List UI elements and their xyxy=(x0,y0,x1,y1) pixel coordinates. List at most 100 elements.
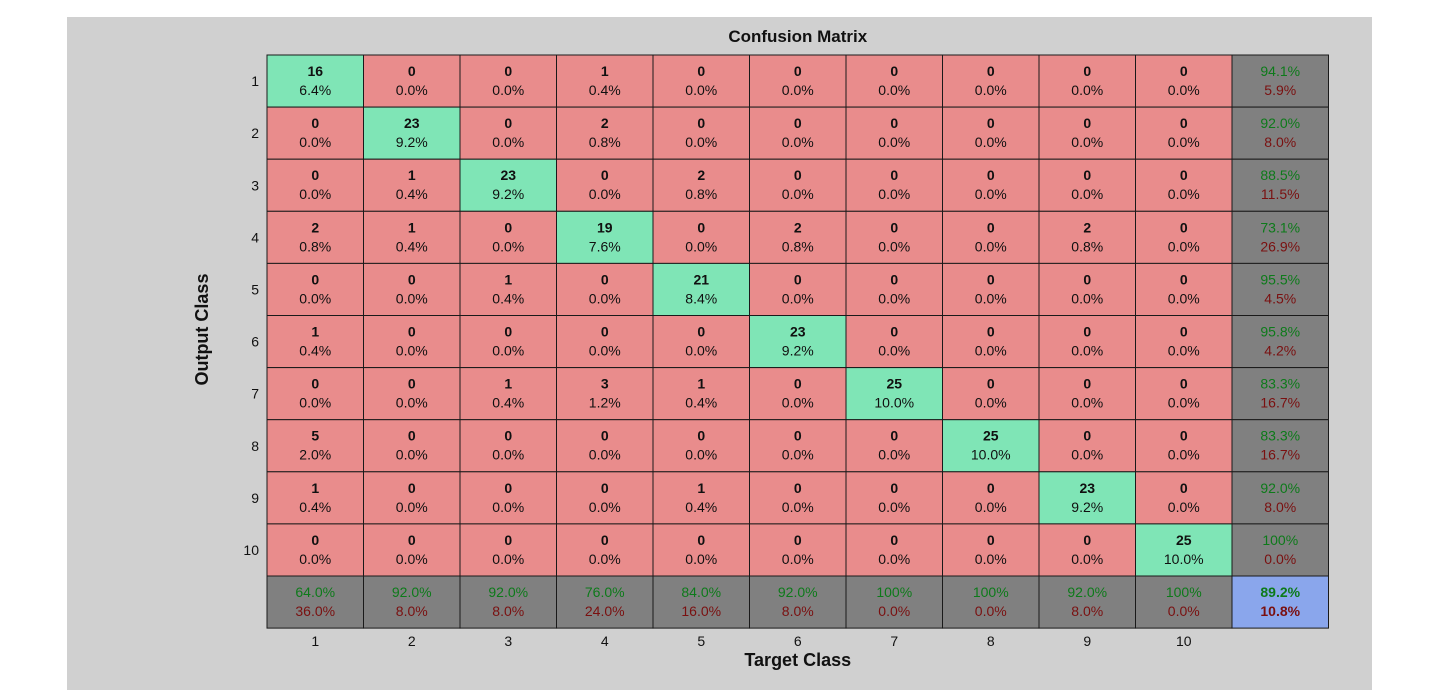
matrix-cell-bottom-value: 0.0% xyxy=(1071,343,1103,359)
matrix-cell-bottom-value: 0.0% xyxy=(685,134,717,150)
matrix-cell-top-value: 0 xyxy=(311,115,319,131)
col-summary-cell-top-value: 100% xyxy=(876,584,912,600)
matrix-cell-bottom-value: 0.0% xyxy=(975,499,1007,515)
matrix-cell-bottom-value: 0.0% xyxy=(299,134,331,150)
matrix-cell-bottom-value: 0.0% xyxy=(492,134,524,150)
matrix-cell xyxy=(1135,419,1233,473)
matrix-cell xyxy=(556,315,654,369)
matrix-cell-top-value: 3 xyxy=(601,376,609,392)
matrix-cell-bottom-value: 0.0% xyxy=(975,82,1007,98)
matrix-cell-top-value: 1 xyxy=(697,376,705,392)
matrix-cell-top-value: 23 xyxy=(1079,480,1095,496)
matrix-cell-bottom-value: 0.4% xyxy=(685,499,717,515)
matrix-cell-bottom-value: 0.0% xyxy=(1071,82,1103,98)
row-summary-cell-bottom-value: 16.7% xyxy=(1260,447,1300,463)
col-summary-cell-top-value: 92.0% xyxy=(488,584,528,600)
matrix-cell xyxy=(266,54,364,108)
matrix-cell xyxy=(459,158,557,212)
matrix-cell xyxy=(942,106,1040,160)
matrix-cell-bottom-value: 0.0% xyxy=(975,395,1007,411)
matrix-cell-bottom-value: 0.0% xyxy=(1168,186,1200,202)
matrix-cell-bottom-value: 0.0% xyxy=(1168,134,1200,150)
matrix-cell xyxy=(845,106,943,160)
matrix-cell-bottom-value: 0.0% xyxy=(589,290,621,306)
matrix-cell-bottom-value: 0.0% xyxy=(685,343,717,359)
matrix-cell-top-value: 0 xyxy=(890,428,898,444)
row-summary-cell xyxy=(1231,315,1329,369)
row-summary-cell-top-value: 94.1% xyxy=(1260,63,1300,79)
matrix-cell-top-value: 2 xyxy=(311,219,319,235)
matrix-cell-bottom-value: 0.0% xyxy=(396,551,428,567)
matrix-cell-top-value: 1 xyxy=(408,167,416,183)
matrix-cell-top-value: 0 xyxy=(504,63,512,79)
matrix-cell-bottom-value: 0.0% xyxy=(1071,447,1103,463)
col-summary-cell-top-value: 64.0% xyxy=(295,584,335,600)
matrix-cell-top-value: 0 xyxy=(311,167,319,183)
matrix-cell-top-value: 0 xyxy=(987,480,995,496)
matrix-cell xyxy=(459,367,557,421)
matrix-cell-bottom-value: 0.0% xyxy=(782,134,814,150)
matrix-cell-top-value: 0 xyxy=(890,63,898,79)
matrix-cell xyxy=(749,106,847,160)
col-tick-label: 10 xyxy=(1176,633,1192,649)
row-summary-cell-bottom-value: 4.5% xyxy=(1264,290,1296,306)
row-summary-cell xyxy=(1231,210,1329,264)
matrix-cell-top-value: 0 xyxy=(987,376,995,392)
matrix-cell xyxy=(363,262,461,316)
col-summary-cell-bottom-value: 0.0% xyxy=(975,603,1007,619)
col-summary-cell xyxy=(363,575,461,629)
matrix-cell-top-value: 0 xyxy=(408,376,416,392)
matrix-cell-top-value: 0 xyxy=(311,532,319,548)
matrix-cell-top-value: 0 xyxy=(601,428,609,444)
matrix-cell xyxy=(266,158,364,212)
matrix-cell xyxy=(556,367,654,421)
matrix-cell-top-value: 0 xyxy=(697,63,705,79)
matrix-cell-top-value: 1 xyxy=(311,324,319,340)
matrix-cell-top-value: 0 xyxy=(987,63,995,79)
matrix-cell xyxy=(459,523,557,577)
matrix-cell-top-value: 2 xyxy=(1083,219,1091,235)
matrix-cell xyxy=(1135,262,1233,316)
matrix-cell xyxy=(266,471,364,525)
matrix-cell xyxy=(845,262,943,316)
matrix-cell-top-value: 0 xyxy=(794,63,802,79)
matrix-cell-bottom-value: 9.2% xyxy=(1071,499,1103,515)
matrix-cell-bottom-value: 0.8% xyxy=(1071,238,1103,254)
matrix-cell-bottom-value: 0.0% xyxy=(1168,290,1200,306)
col-tick-label: 2 xyxy=(408,633,416,649)
matrix-cell-bottom-value: 9.2% xyxy=(782,343,814,359)
matrix-cell-bottom-value: 0.4% xyxy=(396,186,428,202)
matrix-cell xyxy=(845,419,943,473)
matrix-cell xyxy=(942,419,1040,473)
matrix-cell-top-value: 1 xyxy=(504,271,512,287)
col-summary-cell-bottom-value: 0.0% xyxy=(1168,603,1200,619)
matrix-cell xyxy=(652,210,750,264)
y-axis-label: Output Class xyxy=(192,274,212,386)
matrix-cell-bottom-value: 0.0% xyxy=(396,499,428,515)
matrix-cell-bottom-value: 0.4% xyxy=(492,395,524,411)
col-summary-cell xyxy=(459,575,557,629)
matrix-cell-top-value: 0 xyxy=(697,324,705,340)
col-summary-cell xyxy=(652,575,750,629)
matrix-cell-bottom-value: 0.0% xyxy=(782,551,814,567)
matrix-cell-bottom-value: 0.4% xyxy=(589,82,621,98)
matrix-cell-bottom-value: 0.0% xyxy=(299,290,331,306)
matrix-cell xyxy=(749,367,847,421)
row-summary-cell xyxy=(1231,158,1329,212)
row-summary-cell xyxy=(1231,419,1329,473)
matrix-cell-bottom-value: 0.0% xyxy=(878,447,910,463)
matrix-cell-top-value: 25 xyxy=(886,376,902,392)
matrix-cell-bottom-value: 0.8% xyxy=(685,186,717,202)
row-summary-cell-top-value: 92.0% xyxy=(1260,115,1300,131)
col-summary-cell-bottom-value: 0.0% xyxy=(878,603,910,619)
matrix-cell xyxy=(749,158,847,212)
matrix-cell xyxy=(266,419,364,473)
matrix-cell xyxy=(1038,523,1136,577)
matrix-cell-bottom-value: 0.0% xyxy=(878,343,910,359)
matrix-cell-top-value: 0 xyxy=(1083,63,1091,79)
col-summary-cell-top-value: 76.0% xyxy=(585,584,625,600)
matrix-cell-top-value: 0 xyxy=(794,480,802,496)
matrix-cell-top-value: 1 xyxy=(311,480,319,496)
matrix-cell-top-value: 0 xyxy=(408,324,416,340)
matrix-cell-bottom-value: 0.0% xyxy=(396,395,428,411)
